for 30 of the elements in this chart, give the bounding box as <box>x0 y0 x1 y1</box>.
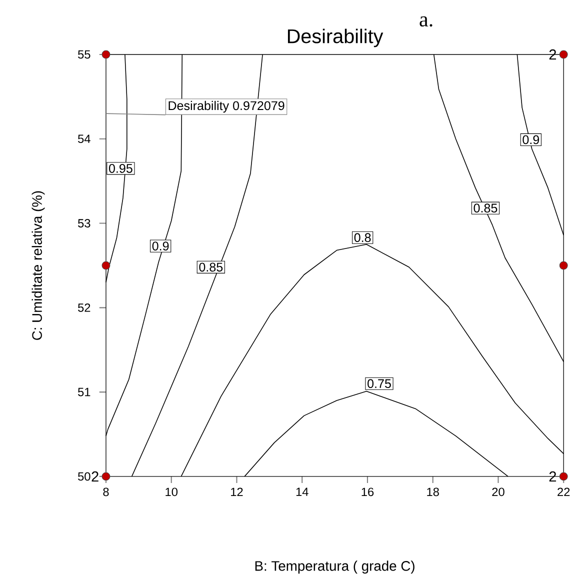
text: a. <box>420 16 432 27</box>
y-tick-label: 53 <box>78 219 90 228</box>
x-tick-label: 22 <box>558 488 570 496</box>
annotation: 0.8 <box>354 233 371 242</box>
annotation: 2 <box>92 471 99 482</box>
y-tick-label: 54 <box>78 134 91 144</box>
y-axis-title: C: Umiditate relativa (%) <box>32 191 45 340</box>
y-tick-label: 51 <box>78 388 90 396</box>
chart-title: Desirability <box>288 28 384 48</box>
x-tick-label: 20 <box>492 488 505 496</box>
annotation: 0.9 <box>152 242 169 250</box>
annotation: 0.85 <box>199 262 223 272</box>
annotation: Desirability 0.972079 <box>168 100 284 113</box>
x-axis-title: B: Temperatura ( grade C) <box>256 560 415 574</box>
x-tick-label: 14 <box>296 488 309 496</box>
annotation: 0.75 <box>368 379 392 388</box>
x-tick-label: 16 <box>362 488 374 496</box>
annotation: 0.85 <box>474 204 498 213</box>
x-tick-label: 18 <box>427 488 440 496</box>
point <box>102 472 110 481</box>
point <box>102 50 110 59</box>
x-tick-label: 12 <box>231 488 243 496</box>
y-tick-label: 50 <box>78 472 90 481</box>
annotation: 0.95 <box>109 164 133 173</box>
point <box>102 261 110 270</box>
x-tick-label: 10 <box>166 488 178 496</box>
x-tick-label: 8 <box>103 488 109 496</box>
y-tick-label: 55 <box>78 50 90 59</box>
annotation: 0.9 <box>522 135 540 144</box>
y-tick-label: 52 <box>78 303 90 312</box>
